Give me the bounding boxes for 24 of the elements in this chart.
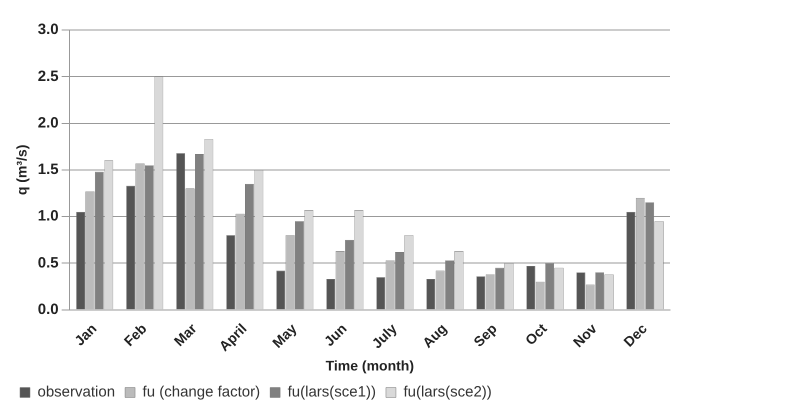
x-tick-label: Aug: [419, 320, 450, 351]
x-tick-label: Jan: [71, 320, 100, 349]
x-tick-label: May: [269, 320, 300, 351]
x-axis-title: Time (month): [326, 357, 414, 374]
x-tick-label: Oct: [522, 320, 550, 348]
y-tick-label: 1.0: [38, 208, 59, 225]
y-tick-label: 1.5: [38, 161, 59, 178]
x-tick-label: Jun: [320, 320, 350, 350]
y-tick-label: 0.5: [38, 254, 59, 272]
y-axis-title: q (m³/s): [13, 144, 30, 196]
y-tick-label: 0.0: [38, 300, 59, 318]
x-tick-label: July: [368, 320, 400, 352]
legend-label: fu(lars(sce2)): [403, 384, 492, 401]
x-tick-label: Sep: [470, 320, 500, 350]
legend-label: fu (change factor): [142, 384, 260, 401]
x-tick-label: Feb: [120, 320, 150, 350]
x-tick-label: Dec: [620, 320, 650, 350]
legend-label: fu(lars(sce1)): [288, 384, 376, 401]
y-tick-label: 2.0: [38, 114, 59, 132]
y-tick-label: 3.0: [38, 21, 59, 38]
y-tick-label: 2.5: [38, 68, 59, 85]
x-tick-label: Nov: [570, 320, 600, 350]
x-tick-label: Mar: [170, 320, 200, 350]
legend-label: observation: [38, 384, 116, 401]
